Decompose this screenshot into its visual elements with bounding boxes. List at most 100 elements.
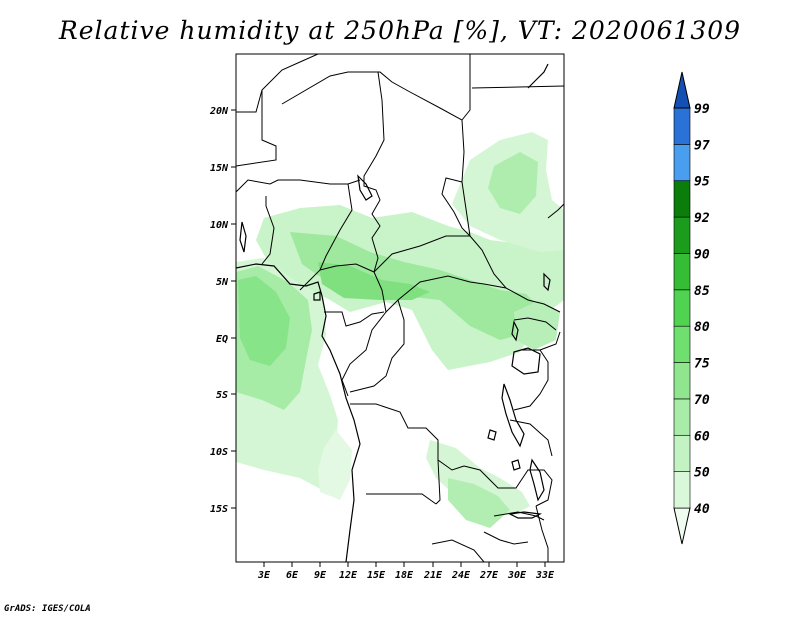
humidity-region-central-core [290, 232, 544, 340]
colorbar-label-80: 80 [694, 320, 710, 335]
colorbar-box-92-95 [673, 180, 691, 218]
humidity-region-southwest [318, 430, 352, 500]
border-uganda [513, 317, 557, 331]
lon-label-12e: 12E [339, 570, 358, 581]
border-chad-sudan [461, 181, 561, 313]
red-sea-coast [527, 63, 549, 89]
border-gabon [324, 311, 385, 327]
border-west-africa [236, 179, 361, 193]
colorbar-box-90-92 [673, 216, 691, 254]
lon-label-6e: 6E [286, 570, 299, 581]
border-nigeria [261, 196, 275, 265]
humidity-shading [236, 132, 564, 528]
lake-albert [511, 320, 519, 342]
lon-label-21e: 21E [423, 570, 443, 581]
border-namibia [366, 493, 437, 505]
lon-label-33e: 33E [535, 570, 555, 581]
border-drc-north [349, 299, 405, 393]
lake-volta [239, 221, 247, 253]
border-sahara-east [461, 54, 471, 121]
lat-label-10n: 10N [210, 220, 229, 231]
colorbar-box-97-99 [673, 107, 691, 145]
border-cameroon [319, 263, 375, 273]
lon-label-30e: 30E [507, 570, 527, 581]
border-car-south [373, 271, 507, 314]
colorbar-box-95-97 [673, 144, 691, 182]
colorbar-label-85: 85 [694, 284, 710, 299]
lake-tanganyika [501, 383, 525, 448]
lat-label-15s: 15S [210, 504, 228, 515]
colorbar-label-40: 40 [694, 502, 710, 517]
lon-label-24e: 24E [451, 570, 471, 581]
humidity-region-northeast-core [488, 152, 538, 214]
border-mozambique [535, 505, 549, 562]
colorbar-box-85-90 [673, 253, 691, 291]
colorbar-boxes [673, 71, 691, 545]
lat-labels: 20N 15N 10N 5N EQ 5S 10S 15S [209, 106, 229, 515]
border-drc-angola [350, 403, 465, 471]
humidity-region-central-inner [318, 262, 430, 300]
border-east-1 [513, 349, 549, 411]
colorbar-label-50: 50 [694, 466, 710, 481]
colorbar-label-75: 75 [694, 357, 710, 372]
lake-turkana [543, 272, 551, 292]
lon-label-27e: 27E [479, 570, 499, 581]
humidity-region-south-a [426, 440, 530, 516]
lat-label-15n: 15N [210, 163, 229, 174]
map-frame [235, 53, 565, 563]
lon-label-15e: 15E [367, 570, 386, 581]
lake-chad [357, 174, 373, 201]
border-nile-top [471, 85, 564, 89]
country-borders [236, 54, 564, 562]
border-north-4 [363, 71, 385, 273]
lon-label-9e: 9E [314, 570, 327, 581]
colorbar-triangle-low [673, 507, 691, 545]
lon-label-3e: 3E [257, 570, 271, 581]
colorbar: 40 50 60 70 75 80 85 90 92 95 97 99 [673, 71, 710, 545]
lat-label-20n: 20N [209, 106, 229, 117]
humidity-region-west-inner [238, 276, 290, 366]
border-congo [341, 311, 387, 397]
lon-labels: 3E 6E 9E 12E 15E 18E 21E 24E 27E 30E 33E [257, 570, 555, 581]
colorbar-box-75-80 [673, 325, 691, 363]
lake-mweru [487, 429, 497, 441]
coast-gulf-of-guinea [236, 263, 361, 562]
lake-malawi [529, 458, 545, 502]
colorbar-box-80-85 [673, 289, 691, 327]
border-namibia-2 [431, 539, 485, 562]
colorbar-label-90: 90 [694, 247, 710, 262]
lon-ticks [263, 562, 546, 567]
border-north-2 [236, 90, 277, 167]
border-zambia [463, 465, 553, 507]
border-zimbabwe [493, 511, 545, 521]
border-tanzania [509, 419, 553, 457]
colorbar-label-99: 99 [694, 102, 710, 117]
border-ethiopia [547, 203, 564, 219]
lat-label-eq: EQ [216, 334, 228, 345]
lat-ticks [231, 109, 236, 509]
colorbar-label-97: 97 [694, 138, 710, 153]
colorbar-box-40-50 [673, 471, 691, 509]
lake-victoria [511, 347, 541, 375]
grads-credit: GrADS: IGES/COLA [4, 604, 91, 614]
border-angola-east [435, 459, 441, 505]
colorbar-labels: 40 50 60 70 75 80 85 90 92 95 97 99 [694, 102, 710, 517]
colorbar-box-60-70 [673, 398, 691, 436]
colorbar-box-70-75 [673, 362, 691, 400]
colorbar-label-92: 92 [694, 211, 710, 226]
lake-upemba [511, 459, 521, 471]
border-nigeria-east [299, 183, 353, 291]
colorbar-triangle-high [673, 71, 691, 109]
map-title: Relative humidity at 250hPa [%], VT: 202… [58, 16, 742, 45]
colorbar-label-95: 95 [694, 175, 710, 190]
coastlines [236, 63, 551, 562]
border-north-3 [281, 71, 471, 237]
colorbar-label-70: 70 [694, 393, 710, 408]
humidity-region-east-lakes [514, 300, 560, 350]
lon-label-18e: 18E [395, 570, 414, 581]
border-north-1 [236, 54, 319, 113]
bioko-island [313, 291, 321, 301]
colorbar-label-60: 60 [694, 429, 710, 444]
lat-label-5s: 5S [216, 390, 228, 401]
